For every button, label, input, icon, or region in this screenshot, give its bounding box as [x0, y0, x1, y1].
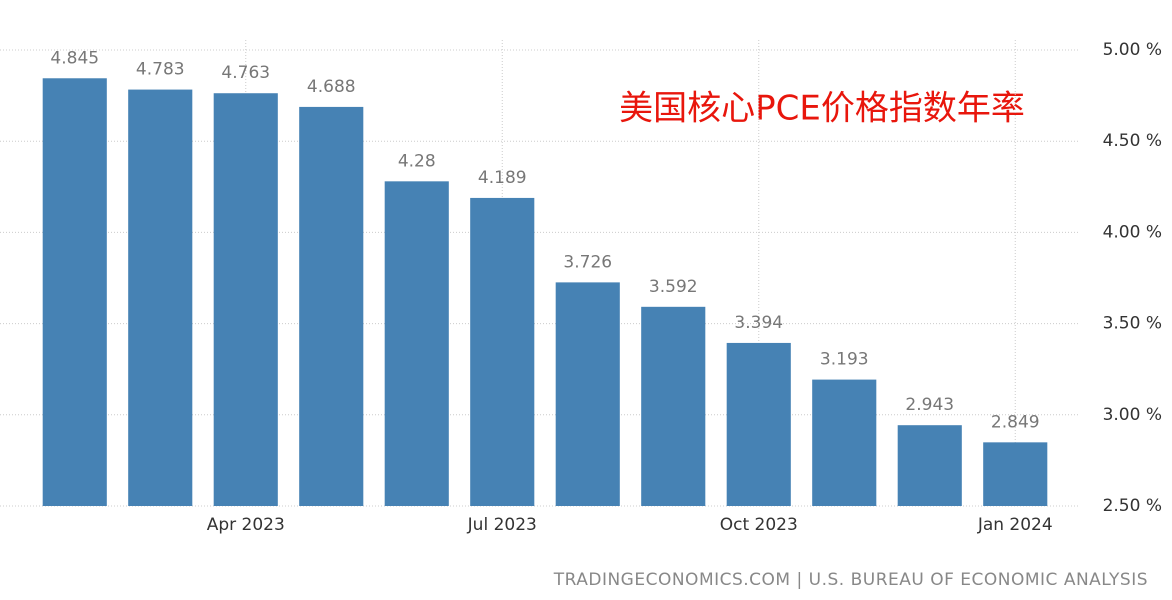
- bar: [983, 442, 1048, 506]
- bar: [812, 379, 877, 506]
- value-label: 4.845: [50, 48, 99, 68]
- source: TRADINGECONOMICS.COM | U.S. BUREAU OF EC…: [553, 570, 1148, 590]
- y-tick-label: 5.00 %: [1103, 40, 1162, 60]
- value-label: 3.726: [563, 252, 612, 272]
- x-tick-label: Jan 2024: [977, 515, 1053, 535]
- x-tick-label: Apr 2023: [207, 515, 285, 535]
- y-tick-label: 4.00 %: [1103, 222, 1162, 242]
- y-tick-label: 3.00 %: [1103, 405, 1162, 425]
- y-tick-label: 3.50 %: [1103, 314, 1162, 334]
- value-label: 3.394: [734, 313, 783, 333]
- bar: [128, 89, 193, 506]
- value-label: 4.28: [398, 151, 436, 171]
- value-label: 2.849: [991, 412, 1040, 432]
- x-tick-label: Jul 2023: [467, 515, 537, 535]
- x-tick-label: Oct 2023: [720, 515, 798, 535]
- bar: [213, 93, 278, 507]
- value-label: 4.783: [136, 60, 185, 80]
- bar: [299, 106, 364, 506]
- value-label: 3.193: [820, 350, 869, 370]
- bar: [726, 342, 791, 506]
- bar: [897, 425, 962, 506]
- value-label: 4.688: [307, 77, 356, 97]
- value-label: 4.189: [478, 168, 527, 188]
- bar: [555, 282, 620, 506]
- bar: [470, 197, 535, 507]
- bar: [384, 181, 449, 506]
- bar: [641, 306, 706, 506]
- y-tick-label: 4.50 %: [1103, 131, 1162, 151]
- value-label: 2.943: [905, 395, 954, 415]
- bar: [42, 78, 107, 506]
- y-tick-label: 2.50 %: [1103, 496, 1162, 516]
- value-label: 4.763: [221, 63, 270, 83]
- value-label: 3.592: [649, 277, 698, 297]
- chart-title: 美国核心PCE价格指数年率: [619, 89, 1025, 129]
